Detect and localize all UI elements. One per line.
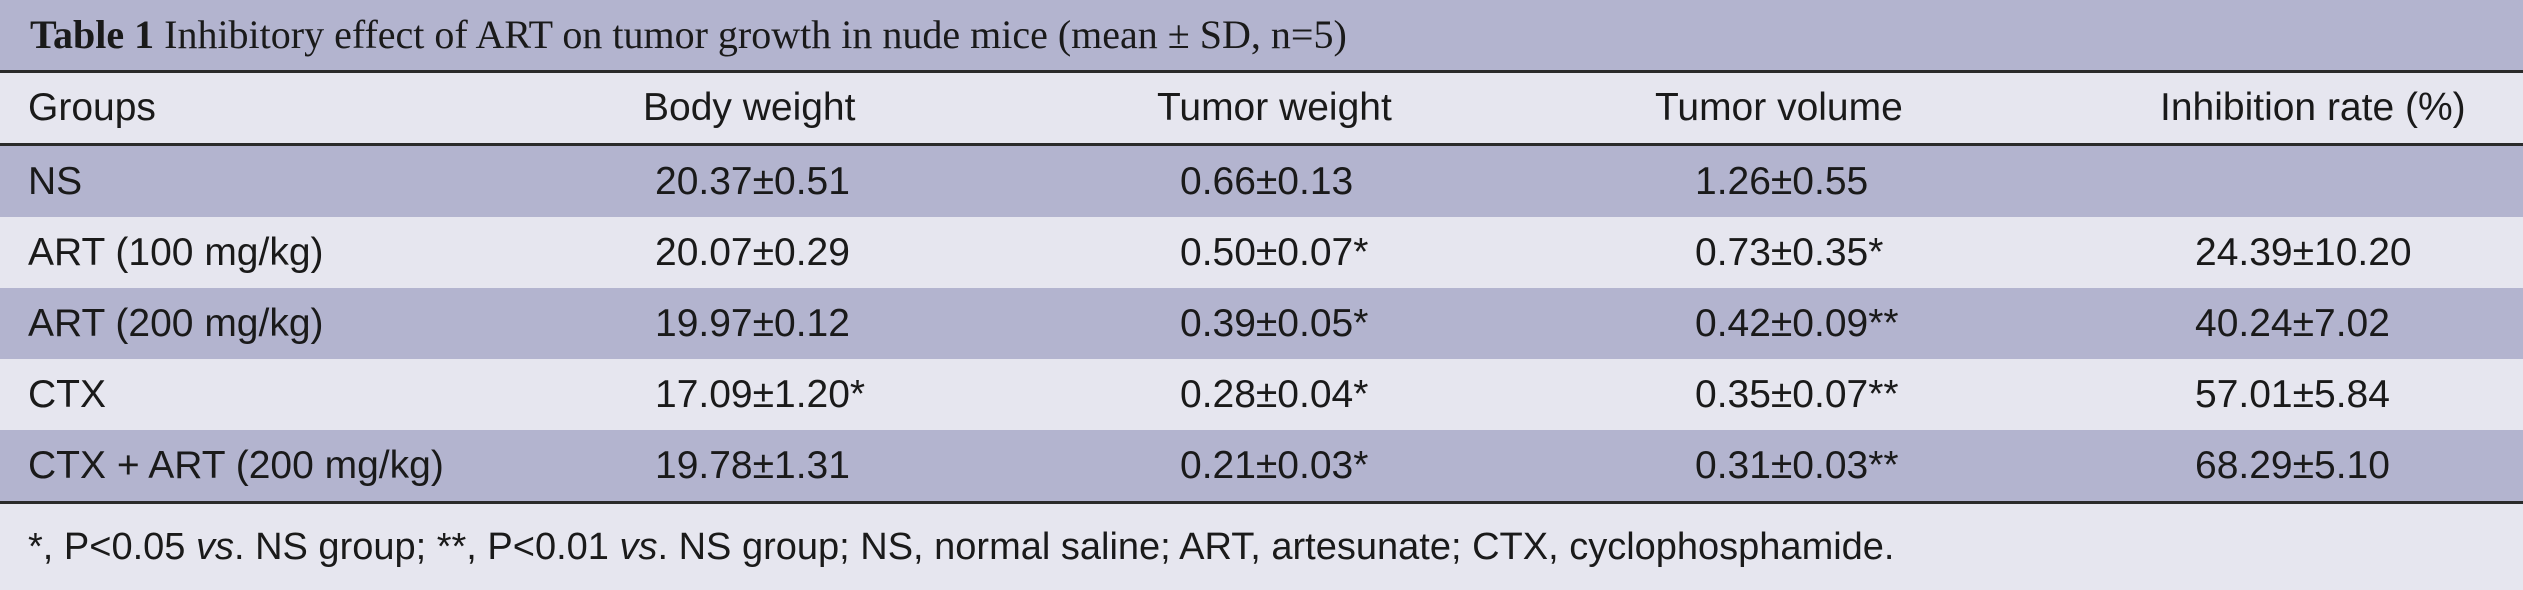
- bottom-rule: [0, 501, 2523, 504]
- cell-tumor-volume: 0.73±0.35*: [1695, 230, 1884, 274]
- table-row: CTX + ART (200 mg/kg) 19.78±1.31 0.21±0.…: [0, 430, 2523, 501]
- header-tumor-volume: Tumor volume: [1655, 86, 1903, 129]
- cell-inhibition-rate: 24.39±10.20: [2195, 230, 2412, 274]
- cell-body-weight: 20.07±0.29: [655, 230, 850, 274]
- footnote-part: *, P<0.05: [28, 526, 196, 568]
- table-row: CTX 17.09±1.20* 0.28±0.04* 0.35±0.07** 5…: [0, 359, 2523, 430]
- cell-tumor-volume: 0.42±0.09**: [1695, 301, 1899, 345]
- footnote-part: . NS group; **, P<0.01: [233, 526, 620, 568]
- cell-tumor-weight: 0.66±0.13: [1180, 159, 1354, 203]
- cell-tumor-weight: 0.50±0.07*: [1180, 230, 1369, 274]
- table-row: ART (100 mg/kg) 20.07±0.29 0.50±0.07* 0.…: [0, 217, 2523, 288]
- cell-group: CTX: [28, 372, 106, 416]
- top-rule: [0, 70, 2523, 73]
- table-row: ART (200 mg/kg) 19.97±0.12 0.39±0.05* 0.…: [0, 288, 2523, 359]
- cell-tumor-volume: 0.35±0.07**: [1695, 372, 1899, 416]
- footnote-part: . NS group; NS, normal saline; ART, arte…: [657, 526, 1895, 568]
- cell-body-weight: 20.37±0.51: [655, 159, 850, 203]
- table-footnote: *, P<0.05 vs. NS group; **, P<0.01 vs. N…: [0, 504, 2523, 590]
- cell-body-weight: 19.97±0.12: [655, 301, 850, 345]
- cell-group: NS: [28, 159, 83, 203]
- footnote-vs: vs: [619, 526, 658, 568]
- footnote-vs: vs: [195, 526, 234, 568]
- table-row: NS 20.37±0.51 0.66±0.13 1.26±0.55: [0, 146, 2523, 217]
- caption-label: Table 1: [30, 12, 155, 57]
- cell-body-weight: 19.78±1.31: [655, 443, 850, 487]
- cell-tumor-weight: 0.39±0.05*: [1180, 301, 1369, 345]
- cell-inhibition-rate: 40.24±7.02: [2195, 301, 2390, 345]
- cell-body-weight: 17.09±1.20*: [655, 372, 866, 416]
- cell-inhibition-rate: 68.29±5.10: [2195, 443, 2390, 487]
- cell-tumor-volume: 1.26±0.55: [1695, 159, 1869, 203]
- cell-inhibition-rate: 57.01±5.84: [2195, 372, 2390, 416]
- table-body: NS 20.37±0.51 0.66±0.13 1.26±0.55 ART (1…: [0, 146, 2523, 501]
- cell-group: ART (100 mg/kg): [28, 230, 324, 274]
- cell-tumor-weight: 0.28±0.04*: [1180, 372, 1369, 416]
- table-caption: Table 1 Inhibitory effect of ART on tumo…: [0, 0, 2523, 70]
- caption-text: Inhibitory effect of ART on tumor growth…: [154, 12, 1347, 57]
- cell-tumor-weight: 0.21±0.03*: [1180, 443, 1369, 487]
- header-rule: [0, 143, 2523, 146]
- cell-group: ART (200 mg/kg): [28, 301, 324, 345]
- header-body-weight: Body weight: [643, 86, 856, 129]
- header-tumor-weight: Tumor weight: [1157, 86, 1392, 129]
- cell-tumor-volume: 0.31±0.03**: [1695, 443, 1899, 487]
- header-row: Groups Body weight Tumor weight Tumor vo…: [0, 73, 2523, 143]
- header-groups: Groups: [28, 86, 156, 129]
- header-inhibition-rate: Inhibition rate (%): [2160, 86, 2466, 129]
- cell-group: CTX + ART (200 mg/kg): [28, 443, 444, 487]
